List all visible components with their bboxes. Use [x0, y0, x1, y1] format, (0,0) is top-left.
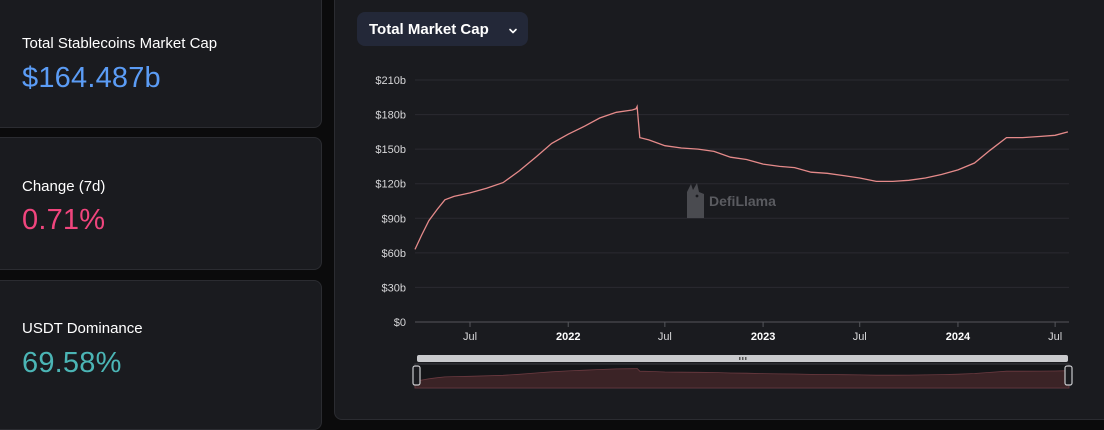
y-tick-label: $60b: [382, 248, 406, 260]
chevron-down-icon: [508, 23, 518, 41]
watermark: DefiLlama: [687, 183, 776, 218]
brush-area: [414, 367, 1070, 389]
y-tick-label: $120b: [375, 179, 406, 191]
y-tick-label: $210b: [375, 75, 406, 87]
x-tick-label: Jul: [463, 331, 477, 343]
x-tick-label: Jul: [853, 331, 867, 343]
market-cap-chart: $0 $30b $60b $90b $120b $150b $180b $210b Jul 20…: [375, 75, 1073, 389]
y-tick-label: $90b: [382, 213, 406, 225]
stat-value: $164.487b: [22, 62, 161, 94]
stat-card-usdt-dominance: USDT Dominance 69.58%: [0, 280, 322, 430]
brush-handle-left[interactable]: [412, 365, 421, 386]
y-tick-label: $30b: [382, 282, 406, 294]
stat-value: 0.71%: [22, 204, 106, 236]
y-tick-label: $0: [394, 317, 406, 329]
chart-type-dropdown[interactable]: Total Market Cap: [357, 12, 528, 46]
x-tick-label: 2023: [751, 331, 775, 343]
x-tick-label: 2024: [946, 331, 971, 343]
stat-card-change-7d: Change (7d) 0.71%: [0, 137, 322, 270]
x-tick-label: Jul: [658, 331, 672, 343]
brush-handle-right[interactable]: [1064, 365, 1073, 386]
stat-value: 69.58%: [22, 347, 122, 379]
dropdown-label: Total Market Cap: [369, 20, 489, 38]
grip-icon: [739, 357, 747, 360]
y-tick-label: $150b: [375, 144, 406, 156]
llama-logo-icon: [687, 183, 704, 218]
range-brush[interactable]: [412, 355, 1073, 389]
series-line: [414, 104, 1069, 250]
watermark-text: DefiLlama: [709, 193, 776, 209]
stat-card-market-cap: Total Stablecoins Market Cap $164.487b: [0, 0, 322, 128]
stat-label: Change (7d): [22, 178, 106, 195]
x-tick-label: 2022: [556, 331, 580, 343]
stat-label: USDT Dominance: [22, 320, 143, 337]
x-tick-label: Jul: [1048, 331, 1062, 343]
stat-label: Total Stablecoins Market Cap: [22, 35, 218, 52]
y-tick-label: $180b: [375, 110, 406, 122]
